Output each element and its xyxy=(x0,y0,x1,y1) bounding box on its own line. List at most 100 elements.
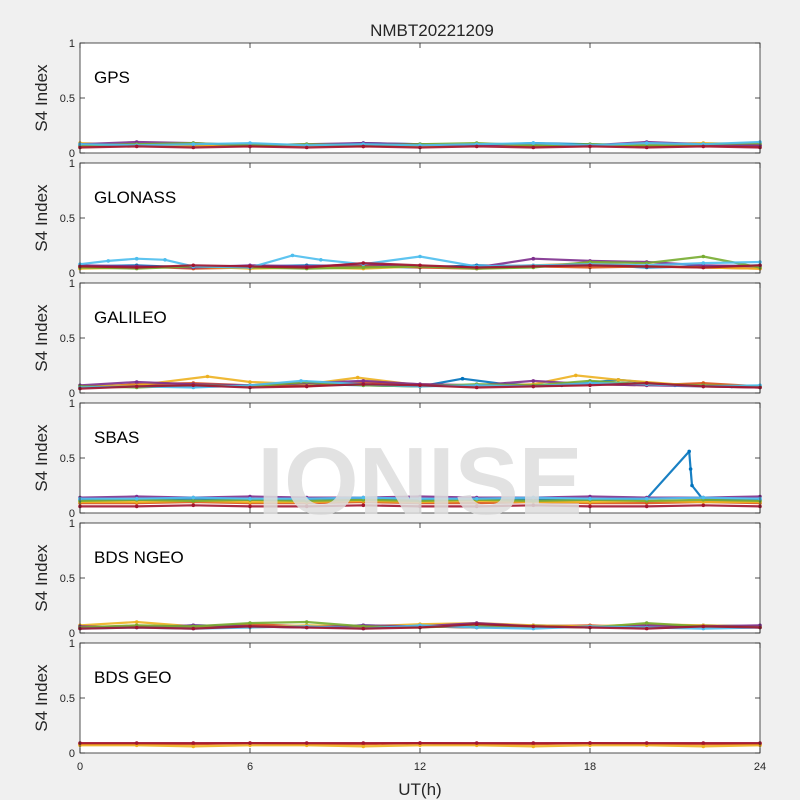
data-point xyxy=(531,495,536,500)
series-7 xyxy=(78,622,762,631)
data-point xyxy=(134,380,139,384)
data-point xyxy=(460,376,465,381)
axes-background xyxy=(80,523,760,633)
panel-bds-geo: 0 0.5 1 0 6 12 18 24 BDS GEO S4 Index UT(h) xyxy=(32,638,766,799)
panel-label: GALILEO xyxy=(94,308,167,327)
data-point xyxy=(531,744,536,749)
panel-galileo: 0 0.5 1 GALILEO S4 Index xyxy=(32,278,762,400)
data-point xyxy=(531,384,536,389)
data-point xyxy=(361,495,366,500)
data-point xyxy=(205,374,210,379)
data-point xyxy=(290,253,295,258)
data-point xyxy=(361,744,366,749)
panel-bds-ngeo: 0 0.5 1 BDS NGEO S4 Index xyxy=(32,518,762,640)
data-point xyxy=(134,384,139,389)
data-point xyxy=(588,263,592,268)
data-point xyxy=(644,145,649,150)
data-point xyxy=(588,383,592,388)
data-point xyxy=(361,265,366,270)
data-point xyxy=(304,741,309,745)
y-tick-label: 1 xyxy=(69,38,75,50)
panel-glonass: 0 0.5 1 GLONASS S4 Index xyxy=(32,158,762,280)
data-point xyxy=(191,263,196,268)
data-point xyxy=(248,380,252,384)
data-point xyxy=(474,385,479,390)
y-axis-label: S4 Index xyxy=(32,424,51,492)
data-point xyxy=(361,261,366,265)
axes-background xyxy=(80,163,760,273)
y-axis-label: S4 Index xyxy=(32,184,51,252)
x-tick-label: 0 xyxy=(77,761,83,773)
data-point xyxy=(574,373,578,378)
panel-label: BDS NGEO xyxy=(94,548,184,567)
data-point xyxy=(418,254,422,259)
data-point xyxy=(361,144,366,149)
panel-label: BDS GEO xyxy=(94,668,171,687)
data-point xyxy=(134,256,139,261)
data-point xyxy=(531,256,536,261)
y-tick-label: 0 xyxy=(69,148,75,160)
series-7 xyxy=(78,261,762,270)
data-point xyxy=(531,379,536,383)
data-point xyxy=(644,741,649,745)
data-point xyxy=(531,141,536,145)
data-point xyxy=(531,145,536,150)
x-axis-label: UT(h) xyxy=(398,780,441,799)
data-point xyxy=(644,381,649,385)
y-tick-label: 0.5 xyxy=(60,573,75,585)
x-tick-label: 6 xyxy=(247,761,253,773)
data-point xyxy=(191,499,196,503)
data-point xyxy=(588,504,592,509)
data-point xyxy=(418,741,422,745)
data-point xyxy=(701,741,706,745)
data-point xyxy=(191,741,196,745)
data-point xyxy=(701,261,706,265)
panel-sbas: 0 0.5 1 SBAS S4 Index xyxy=(32,398,762,520)
y-tick-label: 1 xyxy=(69,398,75,410)
data-point xyxy=(701,503,706,508)
data-point xyxy=(191,142,196,146)
y-tick-label: 1 xyxy=(69,638,75,650)
data-point xyxy=(588,144,592,149)
data-point xyxy=(191,383,196,388)
data-point xyxy=(418,263,422,268)
data-point xyxy=(134,741,139,745)
data-point xyxy=(191,145,196,150)
data-point xyxy=(701,744,706,749)
data-point xyxy=(701,495,706,500)
panel-gps: 0 0.5 1 GPS S4 Index xyxy=(32,38,762,160)
data-point xyxy=(304,145,309,150)
data-point xyxy=(134,620,139,624)
series-7 xyxy=(78,503,762,509)
data-point xyxy=(531,741,536,745)
data-point xyxy=(616,378,621,382)
y-tick-label: 0 xyxy=(69,268,75,280)
data-point xyxy=(418,145,422,150)
data-point xyxy=(588,496,592,501)
data-point xyxy=(248,504,252,509)
y-tick-label: 0.5 xyxy=(60,453,75,465)
data-point xyxy=(588,741,592,745)
data-point xyxy=(644,264,649,269)
data-point xyxy=(701,384,706,389)
y-tick-label: 0 xyxy=(69,628,75,640)
data-point xyxy=(531,264,536,269)
figure-title: NMBT20221209 xyxy=(370,21,494,40)
data-point xyxy=(304,496,309,501)
series-7 xyxy=(78,381,762,391)
x-tick-label: 18 xyxy=(584,761,596,773)
y-axis-label: S4 Index xyxy=(32,544,51,612)
y-tick-label: 0 xyxy=(69,748,75,760)
y-tick-label: 1 xyxy=(69,158,75,170)
data-point xyxy=(687,449,691,454)
data-point xyxy=(163,258,167,262)
panels: 0 0.5 1 GPS S4 Index 0 0.5 1 GLONASS S4 Index 0 0.5… xyxy=(32,38,766,799)
data-point xyxy=(361,503,366,508)
series-7 xyxy=(78,144,762,150)
watermark-text: IONISE xyxy=(257,428,582,535)
data-point xyxy=(248,264,252,269)
axes-background xyxy=(80,403,760,513)
data-point xyxy=(134,144,139,149)
data-point xyxy=(304,504,309,509)
data-point xyxy=(474,496,479,501)
